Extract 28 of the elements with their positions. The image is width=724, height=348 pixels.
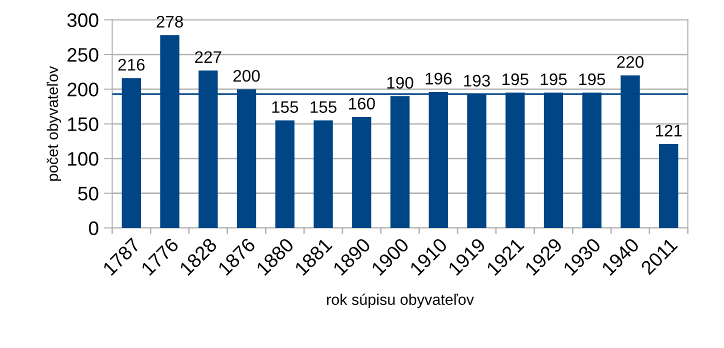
data-label: 195 (579, 73, 606, 86)
data-label: 227 (195, 51, 222, 63)
x-axis-title: rok súpisu obyvateľov (327, 294, 474, 308)
bar (314, 120, 333, 228)
data-label: 195 (540, 73, 567, 86)
data-label: 220 (617, 56, 644, 68)
data-label: 155 (310, 101, 336, 113)
data-label: 160 (349, 98, 375, 110)
bar (352, 116, 372, 228)
y-axis-title: počet obyvateľov (46, 66, 62, 181)
y-tick-label: 200 (68, 82, 98, 96)
data-label: 196 (426, 72, 452, 85)
bar (659, 144, 678, 228)
data-label: 200 (233, 70, 260, 82)
data-label: 278 (156, 16, 183, 28)
y-tick-label: 100 (68, 152, 98, 166)
y-tick-label: 250 (68, 48, 98, 62)
data-label: 121 (656, 124, 682, 136)
data-label: 216 (118, 58, 145, 71)
data-label: 190 (387, 76, 414, 89)
y-tick-label: 150 (68, 117, 98, 132)
data-label: 195 (502, 73, 528, 86)
bar (275, 120, 294, 228)
data-label: 155 (272, 101, 298, 113)
data-label: 193 (464, 74, 490, 87)
y-tick-label: 300 (67, 13, 98, 28)
y-tick-label: 0 (88, 221, 98, 236)
y-tick-label: 50 (78, 186, 98, 200)
